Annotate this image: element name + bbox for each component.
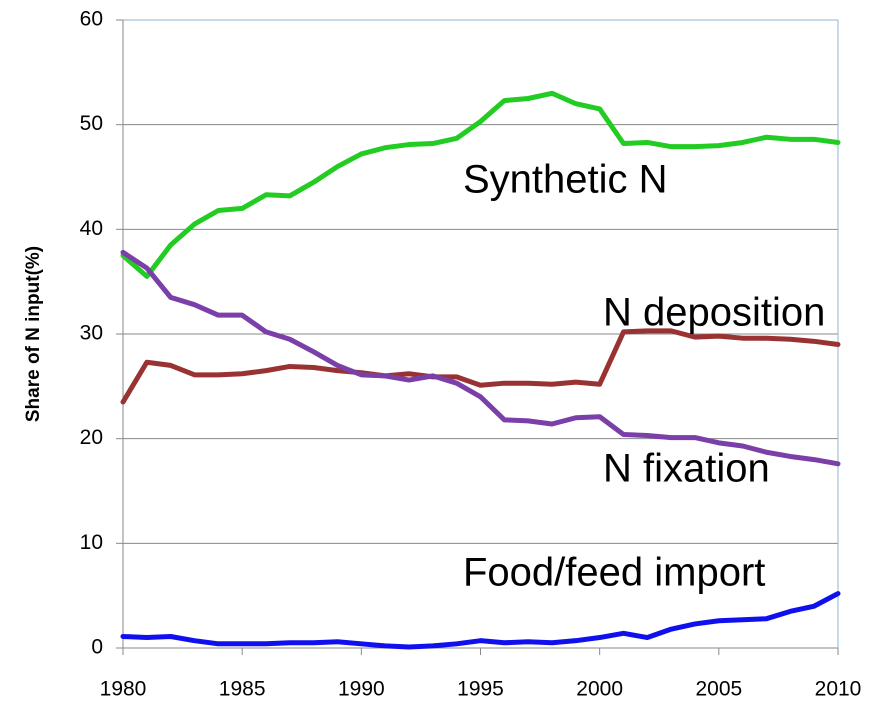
x-tick-label: 2000 (576, 678, 623, 701)
y-axis-label: Share of N input(%) (23, 246, 44, 422)
y-tick-label: 0 (91, 636, 103, 659)
x-tick-label: 2005 (695, 678, 742, 701)
y-tick-label: 50 (80, 112, 103, 135)
y-tick-label: 30 (80, 322, 103, 345)
series-label: N deposition (603, 291, 825, 335)
x-tick-label: 1985 (219, 678, 266, 701)
series-label: Synthetic N (463, 158, 668, 202)
series-line (120, 90, 841, 279)
y-tick-label: 20 (80, 426, 103, 449)
series-label: Food/feed import (463, 551, 765, 595)
series-line (120, 591, 841, 650)
x-tick-label: 1995 (457, 678, 504, 701)
x-tick-label: 2010 (815, 678, 862, 701)
y-tick-label: 60 (80, 8, 103, 31)
x-tick-label: 1980 (100, 678, 147, 701)
series-line (120, 328, 841, 405)
y-tick-label: 40 (80, 217, 103, 240)
x-tick-label: 1990 (338, 678, 385, 701)
y-tick-label: 10 (80, 531, 103, 554)
series-line (120, 249, 841, 467)
series-label: N fixation (603, 447, 770, 491)
